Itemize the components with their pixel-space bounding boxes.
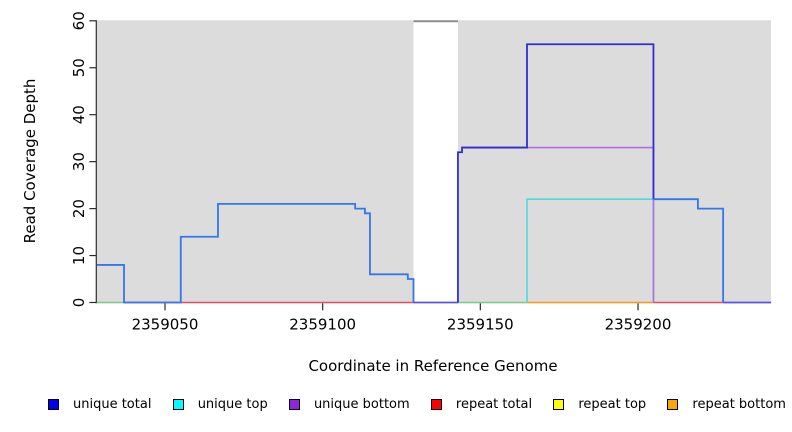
y-tick-label: 0 [70, 298, 88, 308]
legend-item-unique-total: unique total [48, 397, 151, 412]
y-tick-label: 30 [70, 152, 88, 171]
x-axis-title: Coordinate in Reference Genome [308, 357, 558, 375]
legend-label: unique bottom [313, 397, 410, 412]
legend-label: repeat bottom [692, 397, 786, 412]
gray-region-left [96, 20, 414, 304]
legend-label: unique top [197, 397, 268, 412]
y-axis-title: Read Coverage Depth [21, 78, 39, 244]
legend-swatch-icon [553, 399, 565, 410]
legend-swatch-icon [288, 399, 300, 410]
series-segment-unique-total-right [457, 43, 655, 303]
legend-swatch-icon [430, 399, 442, 410]
series-segment-unique-total-left [96, 203, 415, 304]
legend-item-repeat-top: repeat top [553, 397, 646, 412]
y-tick-label: 10 [70, 246, 88, 265]
legend-label: repeat total [455, 397, 533, 412]
legend-label: repeat top [578, 397, 647, 412]
legend-label: unique total [73, 397, 152, 412]
legend-item-repeat-total: repeat total [430, 397, 533, 412]
x-tick-label: 2359100 [289, 315, 356, 333]
y-tick-label: 40 [70, 105, 88, 124]
legend-swatch-icon [48, 399, 59, 410]
legend-item-unique-bottom: unique bottom [288, 397, 410, 412]
series-segment-unique-total-tail [653, 198, 725, 303]
legend-item-unique-top: unique top [172, 397, 268, 412]
legend-item-repeat-bottom: repeat bottom [667, 397, 786, 412]
x-tick-label: 2359150 [447, 315, 514, 333]
legend: unique total unique top unique bottom re… [48, 397, 786, 412]
y-tick-label: 50 [70, 58, 88, 77]
legend-swatch-icon [172, 399, 184, 410]
gray-region-right [457, 20, 772, 304]
y-tick-label: 60 [70, 11, 88, 30]
x-tick-label: 2359200 [605, 315, 672, 333]
x-tick-label: 2359050 [132, 315, 199, 333]
legend-swatch-icon [667, 399, 679, 410]
y-tick-label: 20 [70, 199, 88, 218]
